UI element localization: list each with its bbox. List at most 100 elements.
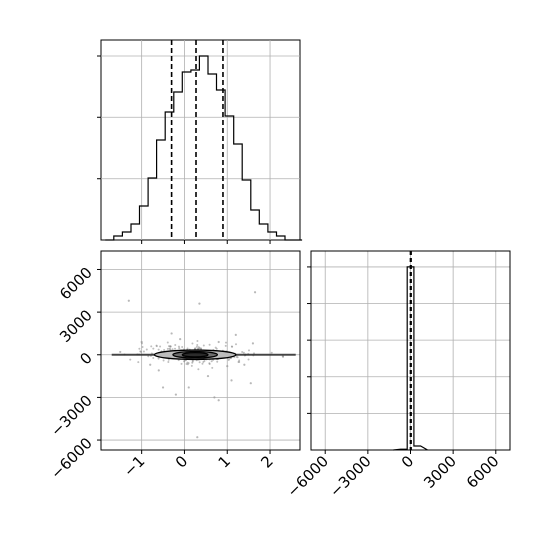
- scatter-point: [199, 347, 202, 350]
- histogram-var1-xtick-label: −3000: [326, 452, 375, 501]
- scatter-point: [149, 363, 152, 366]
- scatter-point: [241, 351, 244, 354]
- scatter-point: [167, 358, 170, 361]
- histogram-var0-bars: [105, 55, 303, 241]
- scatter-point: [190, 364, 193, 367]
- scatter-point: [177, 345, 180, 348]
- scatter-point: [210, 360, 213, 363]
- scatter-point: [140, 342, 143, 345]
- scatter-ytick-label: 3000: [56, 306, 96, 346]
- scatter-point: [163, 349, 166, 352]
- scatter-points: [111, 291, 296, 439]
- scatter-point: [249, 382, 252, 385]
- scatter-point: [201, 362, 204, 365]
- scatter-point: [127, 299, 130, 302]
- scatter-point: [157, 357, 160, 360]
- scatter-xtick-label: 0: [172, 452, 191, 471]
- scatter-point: [162, 359, 165, 362]
- histogram-var1-xtick-label: 3000: [420, 452, 460, 492]
- scatter-point: [191, 360, 194, 363]
- histogram-var1-ticks: −6000−3000 0 3000 6000: [283, 266, 503, 501]
- scatter-point: [247, 349, 250, 352]
- scatter-point: [152, 357, 155, 360]
- scatter-point: [119, 350, 122, 354]
- scatter-ytick-label: −6000: [47, 434, 96, 483]
- histogram-var1-xtick-label: 0: [398, 452, 417, 471]
- scatter-point: [152, 347, 155, 350]
- scatter-xtick-label: −1: [120, 452, 148, 480]
- scatter-point: [213, 396, 216, 399]
- scatter-point: [238, 360, 241, 363]
- scatter-point: [216, 360, 219, 363]
- scatter-point: [243, 363, 246, 366]
- scatter-point: [230, 379, 233, 382]
- scatter-point: [168, 345, 171, 348]
- scatter-point: [238, 359, 241, 362]
- scatter-point: [198, 302, 201, 305]
- scatter-point: [145, 348, 148, 351]
- histogram-var1-quantiles: [409, 251, 412, 450]
- histogram-var0-step: [105, 55, 303, 241]
- scatter-point: [186, 361, 189, 364]
- scatter-point: [174, 393, 177, 396]
- scatter-point: [166, 341, 169, 344]
- scatter-point: [282, 355, 285, 358]
- scatter-x-axis: −1 0 1 2: [120, 450, 277, 480]
- scatter-point: [167, 360, 170, 363]
- scatter-point: [161, 386, 165, 389]
- scatter-point: [236, 356, 239, 359]
- scatter-point: [174, 344, 177, 347]
- scatter-point: [183, 360, 186, 363]
- scatter-point: [129, 358, 132, 361]
- scatter-point: [194, 347, 197, 350]
- scatter-point: [174, 347, 177, 350]
- histogram-var0-ticks: [97, 55, 271, 244]
- scatter-point: [170, 332, 173, 335]
- scatter-point: [206, 374, 210, 378]
- scatter-point: [155, 344, 158, 347]
- scatter-contour: [181, 351, 209, 358]
- scatter-xtick-label: 2: [257, 452, 276, 471]
- scatter-point: [198, 361, 201, 364]
- scatter-point: [208, 343, 211, 346]
- histogram-var0-quantiles: [170, 40, 224, 240]
- scatter-point: [235, 343, 238, 346]
- scatter-point: [242, 351, 245, 354]
- scatter-point: [157, 369, 160, 372]
- scatter-point: [224, 341, 227, 344]
- scatter-point: [139, 350, 142, 353]
- scatter-point: [217, 399, 220, 402]
- histogram-panel-var1: −6000−3000 0 3000 6000: [283, 250, 511, 501]
- scatter-point: [217, 340, 220, 344]
- scatter-point: [178, 347, 181, 350]
- histogram-var0-grid: [101, 40, 300, 240]
- scatter-point: [224, 344, 227, 347]
- scatter-point: [168, 347, 171, 350]
- scatter-xtick-label: 1: [215, 452, 234, 471]
- scatter-point: [234, 333, 237, 336]
- scatter-point: [203, 360, 206, 363]
- scatter-grid: [101, 251, 300, 450]
- scatter-ytick-label: −3000: [47, 392, 96, 441]
- scatter-point: [226, 365, 229, 368]
- scatter-point: [230, 345, 233, 348]
- scatter-point: [196, 339, 199, 342]
- scatter-contours: [153, 349, 237, 361]
- scatter-point: [142, 350, 145, 353]
- scatter-point: [208, 362, 211, 365]
- scatter-point: [179, 338, 182, 341]
- scatter-point: [196, 344, 199, 347]
- scatter-point: [251, 342, 255, 345]
- scatter-point: [141, 345, 144, 348]
- scatter-point: [202, 344, 205, 347]
- scatter-ytick-label: 6000: [56, 264, 96, 304]
- scatter-frame: [100, 250, 301, 451]
- histogram-panel-var0: [97, 39, 303, 244]
- scatter-point: [181, 346, 184, 349]
- scatter-point: [196, 436, 199, 439]
- scatter-ytick-label: 0: [76, 349, 95, 368]
- scatter-point: [211, 366, 214, 369]
